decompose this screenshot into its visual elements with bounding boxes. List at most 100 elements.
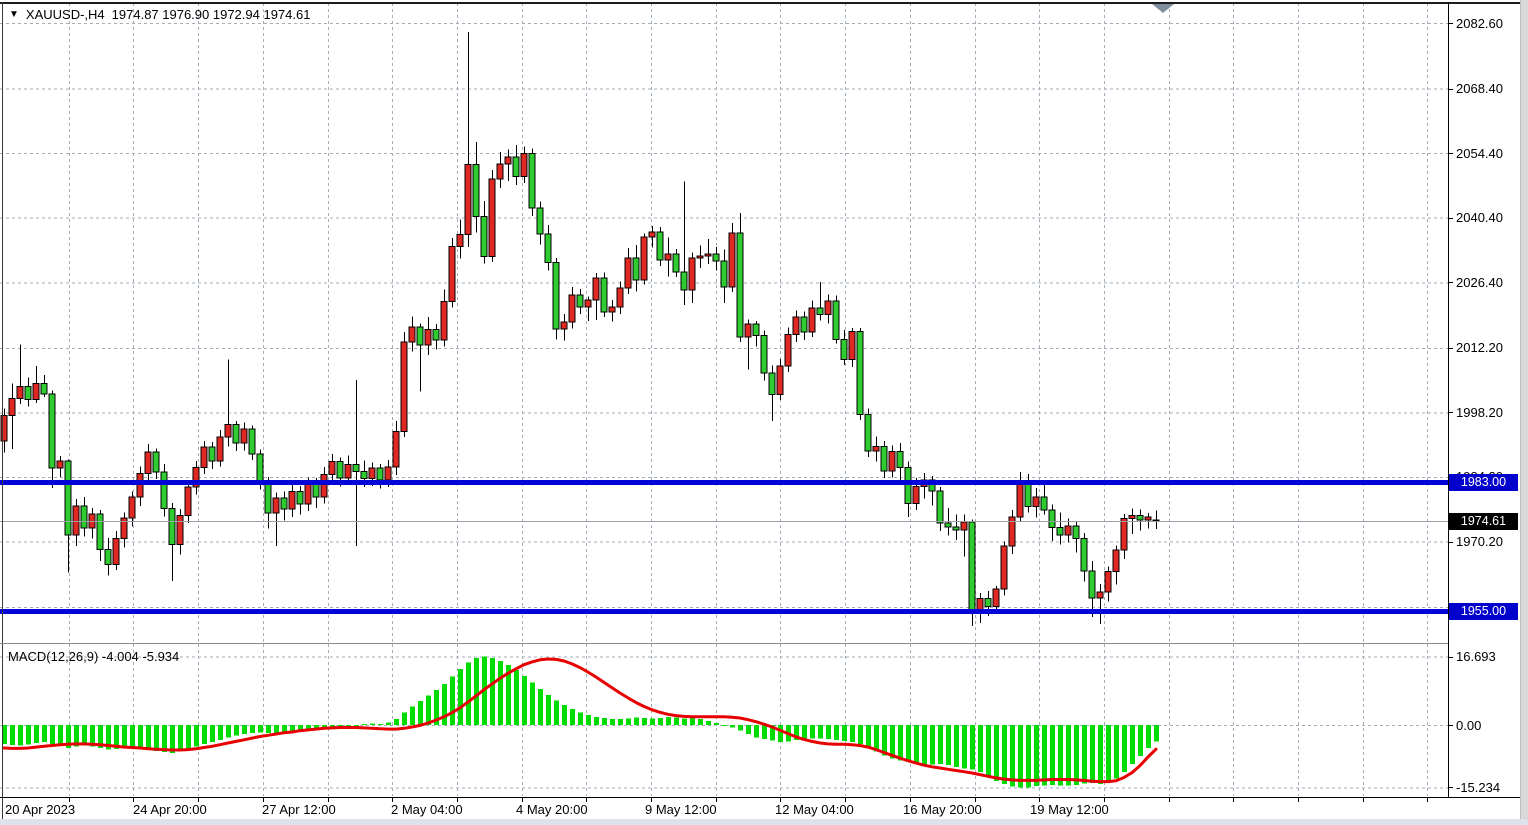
macd-histogram-bar xyxy=(626,718,631,725)
candle-body xyxy=(392,430,400,468)
window-bottom-edge xyxy=(0,819,1528,825)
window-right-edge xyxy=(1520,0,1528,825)
macd-histogram-bar xyxy=(530,682,535,725)
macd-histogram-bar xyxy=(906,725,911,762)
macd-histogram-bar xyxy=(210,725,215,742)
macd-histogram-bar xyxy=(1002,725,1007,785)
candle-body xyxy=(496,163,504,180)
macd-histogram-bar xyxy=(1090,725,1095,784)
candle-body xyxy=(80,505,88,529)
candle-body xyxy=(344,463,352,479)
macd-histogram-bar xyxy=(106,725,111,750)
time-axis-tick xyxy=(845,798,846,802)
candle-body xyxy=(648,231,656,238)
time-axis-tick xyxy=(522,798,523,802)
macd-histogram-bar xyxy=(1122,725,1127,773)
price-axis-tick xyxy=(1449,282,1453,284)
macd-histogram-bar xyxy=(978,725,983,773)
price-axis[interactable]: 2082.60 2068.40 2054.40 2040.40 2026.40 2012.… xyxy=(1448,0,1520,797)
macd-axis-label: 0.00 xyxy=(1456,717,1482,733)
macd-histogram-bar xyxy=(426,695,431,725)
chart-canvas[interactable] xyxy=(0,0,1448,797)
candle-body xyxy=(264,480,272,514)
macd-histogram-bar xyxy=(370,723,375,725)
candle-body xyxy=(24,386,32,400)
candle-body xyxy=(0,415,8,442)
macd-histogram-bar xyxy=(1082,725,1087,784)
macd-histogram-bar xyxy=(746,725,751,735)
candle-body xyxy=(600,277,608,313)
chart-shift-marker-icon[interactable] xyxy=(1152,4,1174,13)
candle-body xyxy=(680,271,688,291)
macd-histogram-bar xyxy=(1066,725,1071,786)
macd-indicator-label: MACD(12,26,9) -4.004 -5.934 xyxy=(8,649,180,664)
candle-body xyxy=(1000,545,1008,590)
macd-histogram-bar xyxy=(386,722,391,725)
symbol-timeframe-label: XAUUSD-,H4 xyxy=(25,7,105,22)
candle-body xyxy=(1136,515,1144,521)
candle-body xyxy=(256,453,264,482)
macd-axis-tick xyxy=(1449,656,1453,658)
time-axis-label: 24 Apr 20:00 xyxy=(133,802,207,817)
macd-histogram-bar xyxy=(946,725,951,766)
ohlc-readout: 1974.87 1976.90 1972.94 1974.61 xyxy=(111,7,311,22)
candle-body xyxy=(184,486,192,517)
candle-body xyxy=(912,486,920,505)
macd-histogram-bar xyxy=(586,714,591,725)
macd-histogram-bar xyxy=(1058,725,1063,786)
macd-histogram-bar xyxy=(522,675,527,725)
candle-body xyxy=(792,316,800,335)
macd-histogram-bar xyxy=(954,725,959,767)
candle-body xyxy=(376,467,384,481)
macd-histogram-bar xyxy=(722,725,727,726)
candle-body xyxy=(336,461,344,479)
candle-body xyxy=(192,467,200,488)
macd-histogram-bar xyxy=(810,725,815,739)
time-axis-tick xyxy=(1039,798,1040,802)
macd-histogram-bar xyxy=(1042,725,1047,786)
macd-histogram-bar xyxy=(634,717,639,725)
time-axis-tick xyxy=(1104,798,1105,802)
symbol-dropdown-icon[interactable]: ▼ xyxy=(9,8,19,20)
candle-body xyxy=(576,294,584,308)
macd-histogram-bar xyxy=(578,712,583,725)
chart-title: ▼ XAUUSD-,H4 1974.87 1976.90 1972.94 197… xyxy=(9,7,310,22)
macd-histogram-bar xyxy=(738,725,743,731)
candle-body xyxy=(96,513,104,550)
candle-body xyxy=(400,341,408,432)
macd-histogram-bar xyxy=(1106,725,1111,783)
macd-histogram-bar xyxy=(834,725,839,740)
macd-histogram-bar xyxy=(378,723,383,725)
candle-body xyxy=(896,451,904,469)
macd-histogram-bar xyxy=(298,725,303,732)
candle-body xyxy=(432,328,440,341)
time-axis-tick xyxy=(1427,798,1428,802)
macd-histogram-bar xyxy=(730,725,735,728)
macd-histogram-bar xyxy=(418,701,423,725)
price-axis-tick xyxy=(1449,412,1453,414)
macd-histogram-bar xyxy=(90,725,95,747)
macd-histogram-bar xyxy=(66,725,71,748)
macd-histogram-bar xyxy=(354,725,359,727)
candle-body xyxy=(288,491,296,510)
macd-histogram-bar xyxy=(658,718,663,725)
time-axis-label: 27 Apr 12:00 xyxy=(262,802,336,817)
time-axis[interactable]: 20 Apr 2023 24 Apr 20:00 27 Apr 12:00 2 May… xyxy=(0,797,1520,819)
macd-histogram-bar xyxy=(698,718,703,725)
pane-separator[interactable] xyxy=(0,643,1448,644)
macd-histogram-bar xyxy=(986,725,991,777)
candle-body xyxy=(328,461,336,476)
candle-body xyxy=(112,538,120,566)
time-axis-tick xyxy=(910,798,911,802)
time-axis-tick xyxy=(975,798,976,802)
macd-axis-label: 16.693 xyxy=(1456,649,1496,665)
macd-histogram-bar xyxy=(666,717,671,725)
candle-body xyxy=(888,451,896,472)
candle-body xyxy=(88,513,96,529)
candle-body xyxy=(296,491,304,505)
candle-body xyxy=(784,333,792,367)
price-axis-label: 2012.20 xyxy=(1456,340,1503,356)
macd-signal-line xyxy=(2,657,1158,784)
candle-body xyxy=(528,153,536,209)
